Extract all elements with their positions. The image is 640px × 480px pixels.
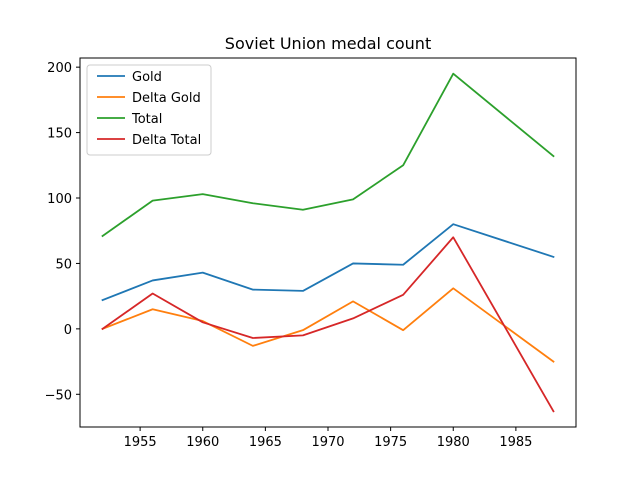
plot-area	[101, 72, 555, 413]
legend-label: Delta Total	[132, 133, 201, 148]
legend-box	[86, 64, 212, 156]
x-tick-label: 1975	[374, 435, 407, 450]
y-tick-label: 50	[55, 257, 72, 272]
x-tick-label: 1985	[499, 435, 532, 450]
series-line-gold	[101, 223, 555, 302]
x-tick-label: 1960	[186, 435, 219, 450]
series-line-delta-total	[101, 236, 555, 413]
y-tick-label: 200	[47, 61, 72, 76]
chart-title: Soviet Union medal count	[225, 34, 431, 53]
legend-label: Delta Gold	[132, 91, 201, 106]
x-tick-label: 1955	[124, 435, 157, 450]
x-tick-label: 1965	[249, 435, 282, 450]
y-tick-label: 150	[47, 127, 72, 142]
x-tick-label: 1970	[311, 435, 344, 450]
legend-label: Gold	[132, 70, 162, 85]
legend-label: Total	[131, 112, 162, 127]
y-axis: −50 0 50 100 150 200	[45, 61, 80, 403]
series-line-delta-gold	[101, 287, 555, 363]
y-tick-label: −50	[45, 388, 72, 403]
y-tick-label: 100	[47, 192, 72, 207]
y-tick-label: 0	[64, 323, 72, 338]
x-tick-label: 1980	[437, 435, 470, 450]
x-axis: 1955 1960 1965 1970 1975 1980 1985	[124, 427, 532, 450]
legend: Gold Delta Gold Total Delta Total	[86, 64, 212, 156]
series-line-total	[101, 72, 555, 238]
